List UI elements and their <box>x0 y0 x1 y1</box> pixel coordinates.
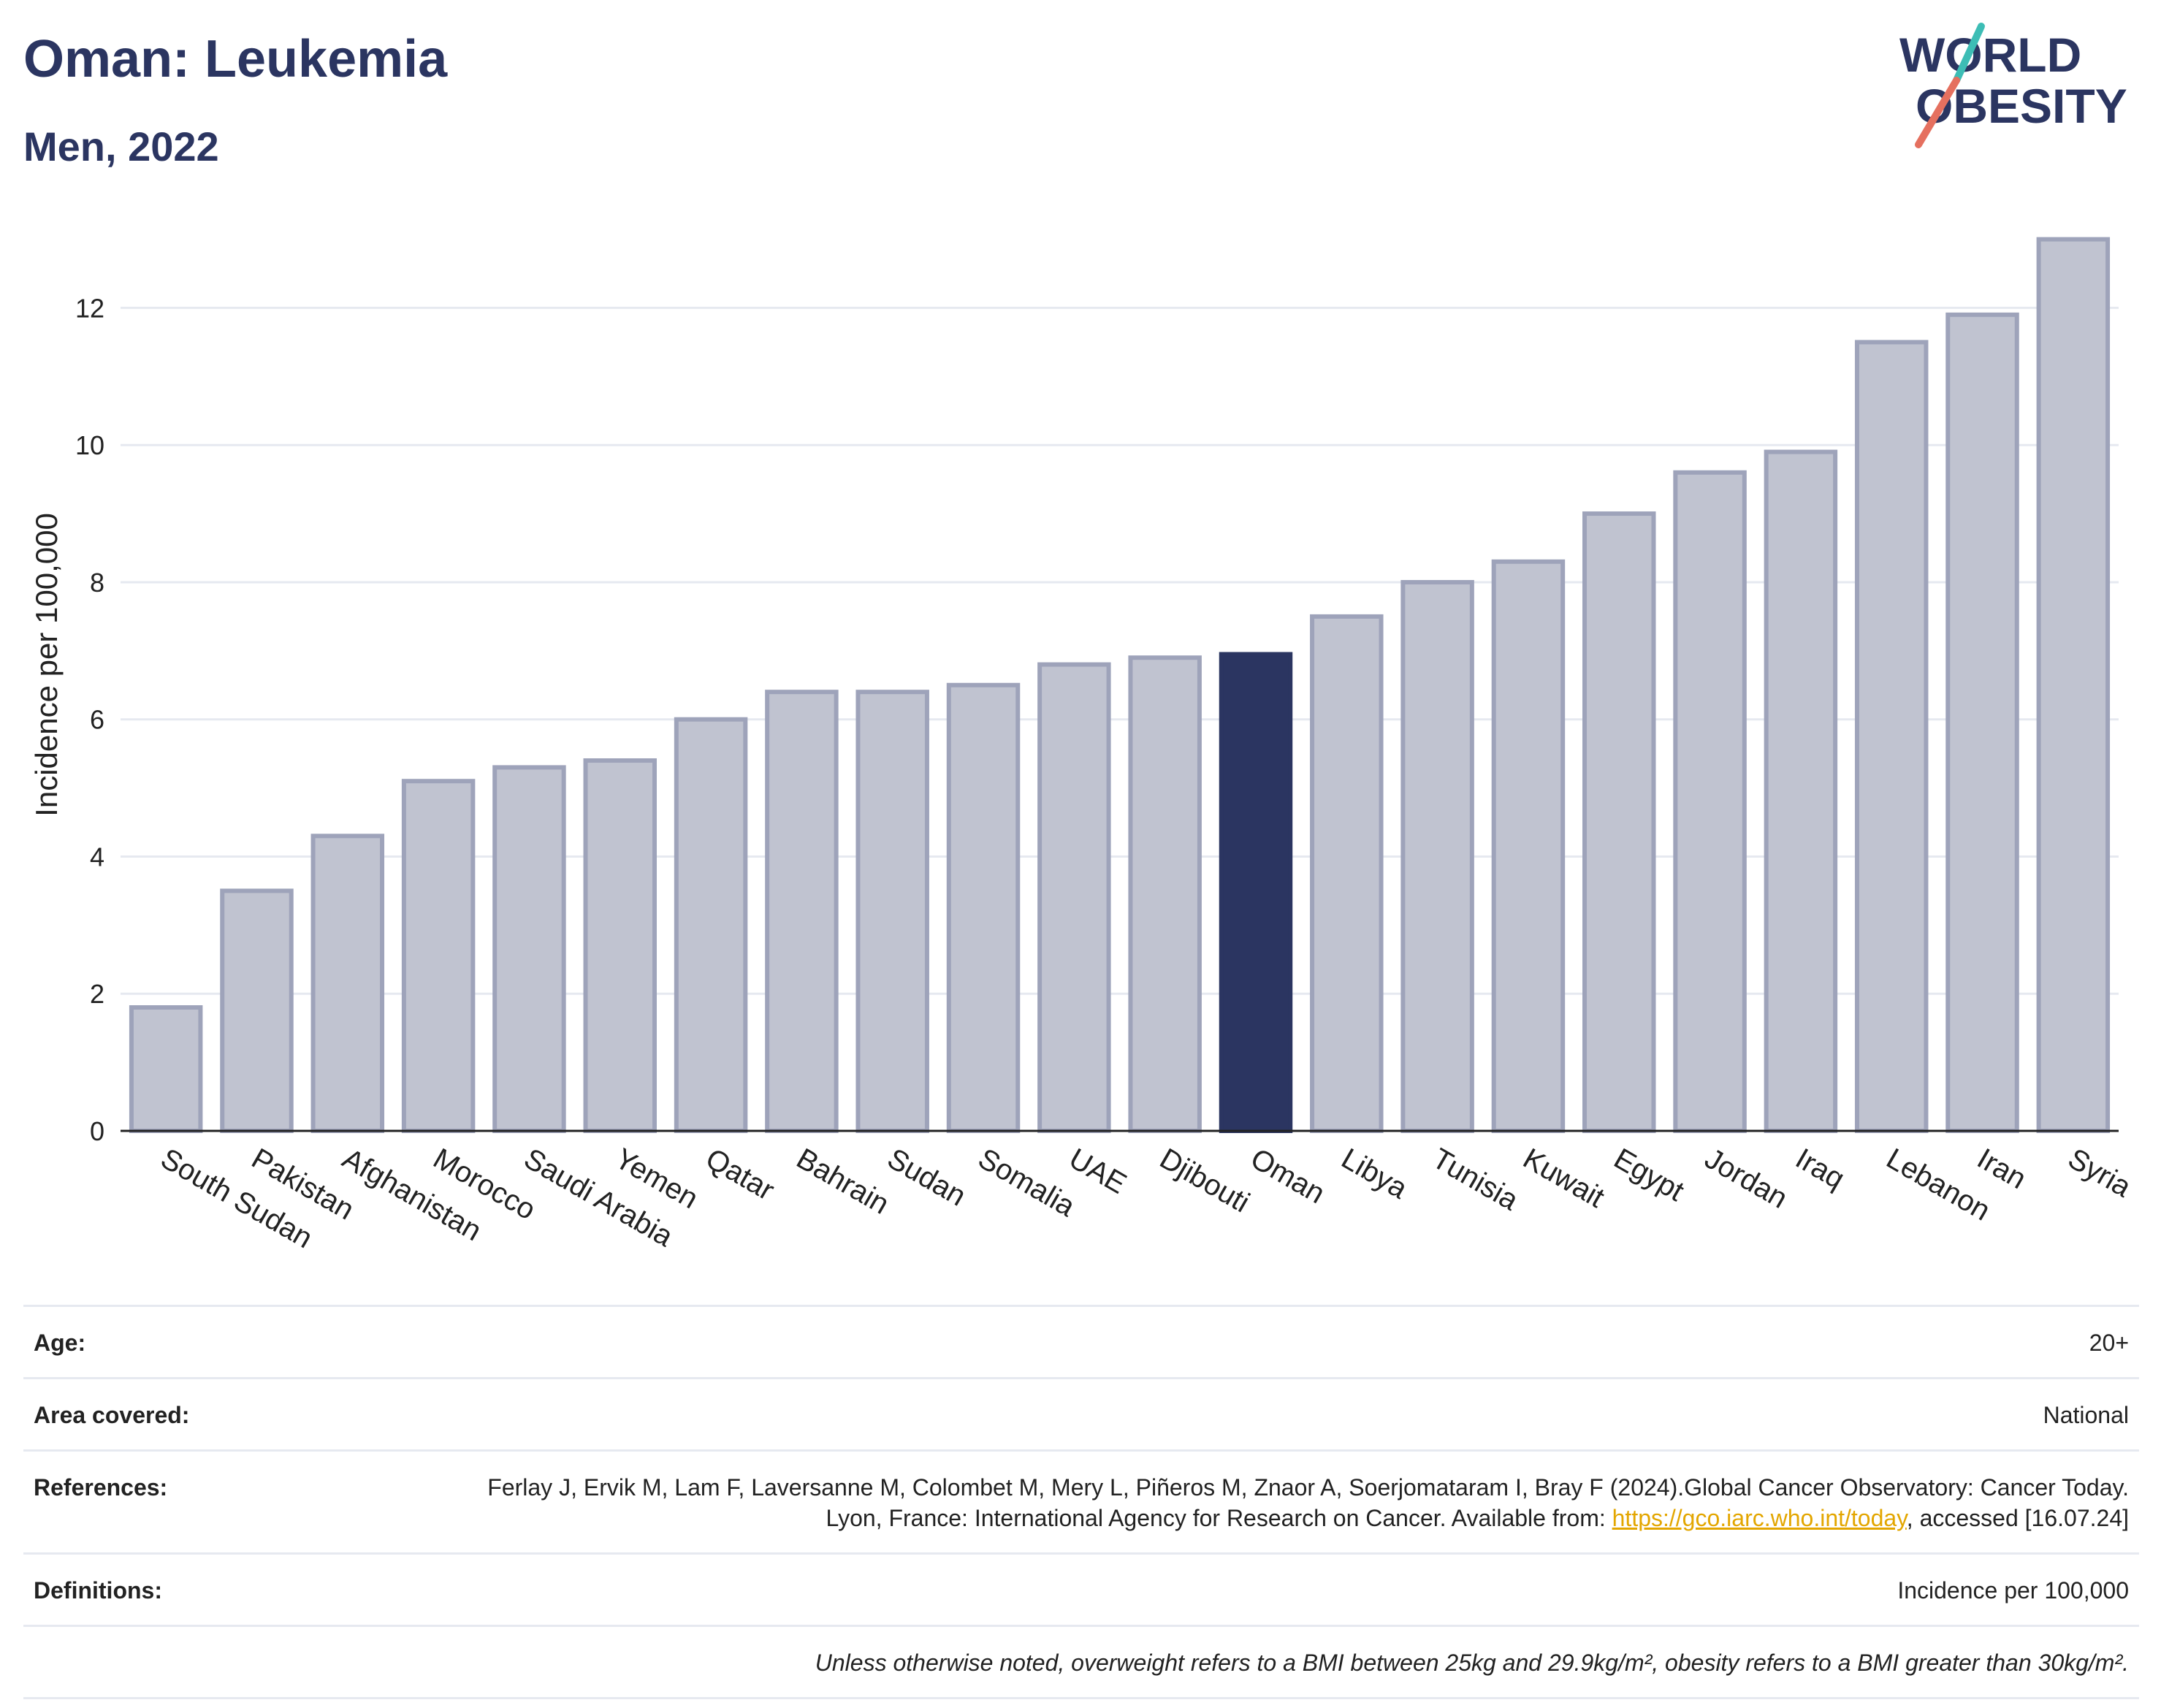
y-axis-title: Incidence per 100,000 <box>29 513 64 817</box>
logo-line1: WORLD <box>1899 28 2081 82</box>
age-label: Age: <box>34 1330 86 1356</box>
info-row-age: Age: 20+ <box>23 1305 2139 1377</box>
info-row-references: References: Ferlay J, Ervik M, Lam F, La… <box>23 1449 2139 1552</box>
info-row-note: Unless otherwise noted, overweight refer… <box>23 1625 2139 1699</box>
bar-sudan <box>855 690 929 1133</box>
bar-egypt <box>1582 511 1656 1133</box>
x-category-labels: South SudanPakistanAfghanistanMoroccoSau… <box>156 1143 2137 1255</box>
x-category-label: Jordan <box>1699 1143 1793 1215</box>
bar-djibouti <box>1128 655 1202 1133</box>
bar-oman <box>1219 652 1293 1133</box>
bar-iran <box>1945 312 2019 1133</box>
bar-syria <box>2036 237 2111 1133</box>
bar-pakistan <box>220 888 294 1133</box>
area-value: National <box>2043 1402 2129 1428</box>
y-tick-labels: 0 2 4 6 8 10 12 <box>75 293 104 1146</box>
bar-south-sudan <box>129 1005 203 1133</box>
bar-qatar <box>674 717 748 1133</box>
bar-uae <box>1037 662 1111 1133</box>
x-category-label: Tunisia <box>1427 1143 1524 1217</box>
y-tick-label: 8 <box>90 568 104 598</box>
y-tick-label: 6 <box>90 705 104 735</box>
bars <box>121 237 2119 1134</box>
page-subtitle: Men, 2022 <box>23 123 219 169</box>
age-value: 20+ <box>2089 1330 2129 1356</box>
x-category-label: Iraq <box>1790 1143 1850 1196</box>
info-row-definitions: Definitions: Incidence per 100,000 <box>23 1552 2139 1625</box>
x-category-label: Sudan <box>882 1143 971 1213</box>
info-row-area: Area covered: National <box>23 1377 2139 1449</box>
x-category-label: Somalia <box>973 1143 1081 1224</box>
y-tick-label: 10 <box>75 430 104 460</box>
references-link[interactable]: https://gco.iarc.who.int/today <box>1612 1505 1907 1531</box>
bar-kuwait <box>1491 559 1566 1134</box>
bar-lebanon <box>1854 340 1929 1133</box>
bar-afghanistan <box>310 834 385 1133</box>
x-category-label: Oman <box>1245 1143 1330 1211</box>
bar-jordan <box>1673 470 1747 1133</box>
bar-somalia <box>946 682 1021 1133</box>
definitions-value: Incidence per 100,000 <box>1897 1577 2129 1604</box>
bar-saudi-arabia <box>492 765 566 1134</box>
bar-tunisia <box>1400 579 1474 1133</box>
x-category-label: Libya <box>1336 1143 1413 1205</box>
bmi-note: Unless otherwise noted, overweight refer… <box>815 1650 2129 1676</box>
bar-yemen <box>583 758 657 1134</box>
bar-morocco <box>401 779 476 1134</box>
references-value: Ferlay J, Ervik M, Lam F, Laversanne M, … <box>449 1472 2129 1533</box>
bar-libya <box>1310 614 1384 1133</box>
x-category-label: Qatar <box>701 1143 780 1207</box>
logo-slash-teal <box>1953 23 1985 84</box>
y-tick-label: 12 <box>75 293 104 323</box>
references-text: Ferlay J, Ervik M, Lam F, Laversanne M, … <box>487 1474 2129 1531</box>
x-category-label: Syria <box>2062 1143 2137 1204</box>
world-obesity-logo: WORLD OBESITY <box>1899 20 2148 152</box>
x-category-label: Kuwait <box>1517 1143 1609 1214</box>
x-category-label: South Sudan <box>156 1143 318 1255</box>
info-table: Age: 20+ Area covered: National Referenc… <box>23 1305 2139 1699</box>
references-tail: , accessed [16.07.24] <box>1906 1505 2129 1531</box>
bar-iraq <box>1764 449 1838 1133</box>
definitions-label: Definitions: <box>34 1577 162 1604</box>
page-title: Oman: Leukemia <box>23 30 448 88</box>
references-label: References: <box>34 1474 168 1501</box>
y-tick-label: 2 <box>90 979 104 1009</box>
x-category-label: Lebanon <box>1881 1143 1996 1227</box>
x-category-label: Iran <box>1972 1143 2032 1196</box>
x-category-label: Bahrain <box>791 1143 894 1221</box>
bar-bahrain <box>765 690 839 1133</box>
area-label: Area covered: <box>34 1402 190 1428</box>
y-tick-label: 4 <box>90 842 104 872</box>
x-category-label: Djibouti <box>1154 1143 1255 1219</box>
y-tick-label: 0 <box>90 1116 104 1146</box>
logo-slash-coral <box>1915 77 1960 148</box>
bar-chart: 0 2 4 6 8 10 12 South SudanPakistanAfghanistan… <box>29 237 2137 1255</box>
logo-line2: OBESITY <box>1916 79 2127 133</box>
x-category-label: Egypt <box>1609 1143 1690 1208</box>
